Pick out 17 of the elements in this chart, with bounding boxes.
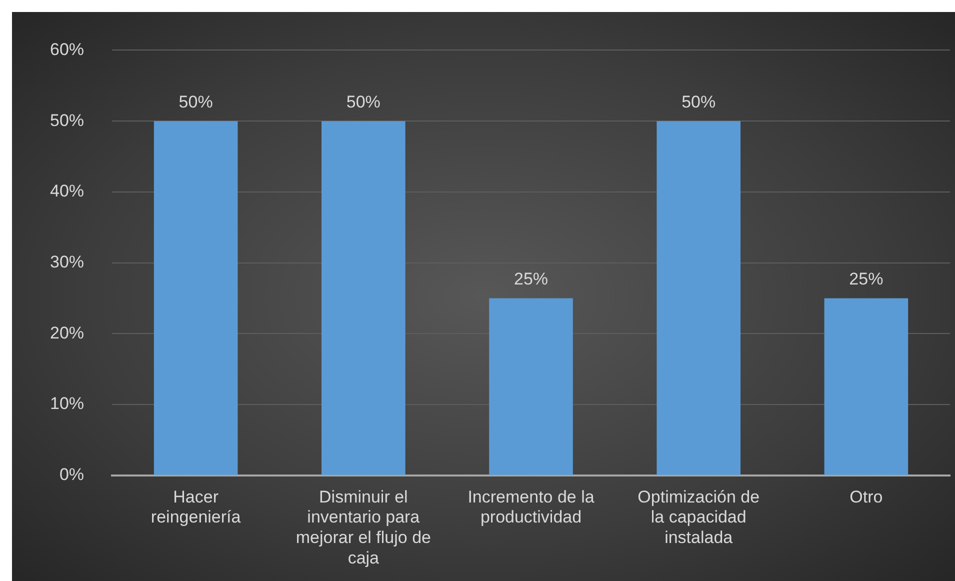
y-tick-label: 0% (59, 465, 84, 484)
y-tick-label: 10% (50, 394, 84, 414)
data-label: 25% (849, 269, 884, 288)
y-tick-label: 50% (50, 110, 84, 130)
x-tick-label: Incremento de la productividad (468, 487, 595, 527)
y-tick-label: 60% (50, 40, 84, 59)
x-tick-label: Hacer reingeniería (150, 487, 242, 527)
data-label: 50% (178, 92, 213, 112)
data-label: 25% (514, 269, 548, 288)
data-label: 50% (346, 92, 380, 112)
x-tick-label: Optimización de la capacidad instalada (638, 487, 760, 548)
y-tick-label: 30% (50, 252, 84, 272)
data-label: 50% (682, 92, 716, 112)
y-tick-label: 40% (50, 182, 84, 201)
y-tick-label: 20% (50, 323, 84, 342)
x-tick-label: Otro (850, 487, 883, 506)
x-tick-label: Disminuir el inventario para mejorar el flujo de caja (296, 487, 431, 568)
